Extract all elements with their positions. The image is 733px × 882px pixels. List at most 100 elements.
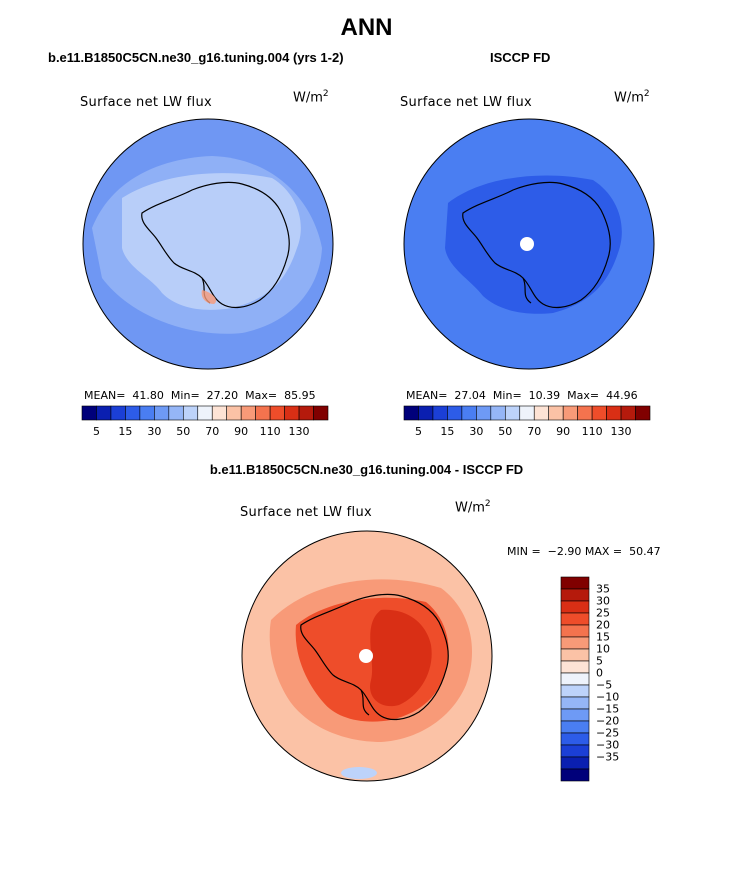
- obs-colorbar-swatch: [533, 405, 550, 421]
- obs-colorbar-swatch: [620, 405, 636, 421]
- diff-colorbar-ticks: 35 30 25 20 15 10 5 0 −5 −10 −15 −20 −25 −30 −35: [596, 577, 636, 781]
- obs-colorbar-swatch: [476, 405, 492, 421]
- obs-colorbar-swatch: [447, 405, 463, 421]
- diff-colorbar-swatch: [560, 744, 590, 758]
- obs-colorbar-swatch: [432, 405, 448, 421]
- model-colorbar-swatch: [284, 405, 300, 421]
- panel-diff-variable: Surface net LW flux: [240, 505, 372, 520]
- model-colorbar-tick-label: 130: [288, 425, 310, 438]
- diff-colorbar-tick-label: 10: [596, 642, 610, 656]
- obs-colorbar-ticks: 5 15 30 50 70 90 110 130: [404, 425, 650, 439]
- diff-colorbar-tick-label: 0: [596, 666, 603, 680]
- model-colorbar-tick-label: 30: [147, 425, 162, 438]
- obs-colorbar-swatch: [504, 405, 521, 421]
- diff-colorbar-swatch: [560, 576, 590, 590]
- diff-colorbar-tick-label: 20: [596, 618, 610, 632]
- diff-colorbar-swatch: [560, 636, 590, 650]
- model-colorbar-swatch: [211, 405, 228, 421]
- model-colorbar-swatch: [125, 405, 141, 421]
- diff-colorbar-tick-label: 15: [596, 630, 610, 644]
- panel-obs-variable: Surface net LW flux: [400, 95, 532, 110]
- diff-colorbar-tick-label: 30: [596, 594, 610, 608]
- model-colorbar-swatch: [298, 405, 314, 421]
- model-colorbar-tick-label: 15: [118, 425, 133, 438]
- obs-colorbar-swatch: [403, 405, 419, 421]
- diff-colorbar-tick-label: −10: [596, 690, 620, 704]
- model-colorbar-swatch: [255, 405, 271, 421]
- diff-colorbar-swatch: [560, 672, 590, 686]
- obs-coastline: [462, 181, 611, 309]
- obs-colorbar-tick-label: 15: [440, 425, 455, 438]
- obs-colorbar-tick-label: 5: [414, 425, 422, 438]
- model-colorbar-swatch: [197, 405, 213, 421]
- obs-colorbar-swatch: [577, 405, 593, 421]
- model-colorbar-swatch: [139, 405, 155, 421]
- diff-colorbar-swatch: [560, 588, 590, 602]
- obs-colorbar-tick-label: 50: [498, 425, 513, 438]
- model-colorbar-swatch: [313, 405, 329, 421]
- model-colorbar-swatch: [81, 405, 97, 421]
- figure-title: ANN: [340, 14, 393, 41]
- diff-colorbar-swatch: [560, 756, 590, 770]
- diff-colorbar-swatch: [560, 600, 590, 614]
- diff-colorbar-tick-label: 35: [596, 582, 610, 596]
- obs-colorbar-tick-label: 90: [556, 425, 571, 438]
- diff-colorbar: [560, 576, 590, 782]
- diff-colorbar-swatch: [560, 612, 590, 626]
- obs-colorbar-swatch: [461, 405, 477, 421]
- model-colorbar-tick-label: 50: [176, 425, 191, 438]
- diff-colorbar-tick-label: 25: [596, 606, 610, 620]
- model-colorbar-swatch: [110, 405, 126, 421]
- diff-colorbar-swatch: [560, 624, 590, 638]
- obs-colorbar-swatch: [635, 405, 651, 421]
- model-colorbar-tick-label: 70: [205, 425, 220, 438]
- obs-colorbar-swatch: [418, 405, 434, 421]
- model-colorbar-tick-label: 5: [92, 425, 100, 438]
- panel-obs-units: W/m2: [614, 89, 650, 106]
- diff-polar-map: [241, 530, 493, 782]
- obs-colorbar-tick-label: 70: [527, 425, 542, 438]
- panel-diff-title: b.e11.B1850C5CN.ne30_g16.tuning.004 - IS…: [209, 462, 524, 477]
- panel-model-stats: MEAN= 41.80 Min= 27.20 Max= 85.95: [84, 389, 316, 402]
- model-colorbar-swatch: [182, 405, 199, 421]
- panel-obs-stats: MEAN= 27.04 Min= 10.39 Max= 44.96: [406, 389, 638, 402]
- diff-colorbar-tick-label: −35: [596, 750, 620, 764]
- model-colorbar-ticks: 5 15 30 50 70 90 110 130: [82, 425, 328, 439]
- obs-colorbar-swatch: [519, 405, 535, 421]
- diff-colorbar-swatch: [560, 768, 590, 782]
- diff-colorbar-tick-label: −20: [596, 714, 620, 728]
- diff-colorbar-tick-label: 5: [596, 654, 603, 668]
- model-colorbar-swatch: [96, 405, 112, 421]
- model-colorbar-swatch: [269, 405, 285, 421]
- diff-colorbar-swatch: [560, 660, 590, 674]
- diff-colorbar-tick-label: −25: [596, 726, 620, 740]
- diff-colorbar-tick-label: −5: [596, 678, 613, 692]
- diff-pole-hole: [359, 649, 373, 663]
- panel-model-title: b.e11.B1850C5CN.ne30_g16.tuning.004 (yrs…: [48, 50, 344, 65]
- panel-diff-units: W/m2: [455, 499, 491, 516]
- panel-obs-title: ISCCP FD: [490, 50, 551, 65]
- diff-colorbar-swatch: [560, 684, 590, 698]
- model-colorbar: [81, 405, 329, 421]
- obs-colorbar-tick-label: 30: [469, 425, 484, 438]
- model-colorbar-swatch: [240, 405, 256, 421]
- model-colorbar-swatch: [168, 405, 184, 421]
- model-polar-map: [82, 118, 334, 370]
- diff-colorbar-swatch: [560, 696, 590, 710]
- diff-colorbar-swatch: [560, 648, 590, 662]
- panel-diff-stats: MIN = −2.90 MAX = 50.47: [507, 545, 661, 558]
- diff-colorbar-swatch: [560, 720, 590, 734]
- diff-colorbar-swatch: [560, 732, 590, 746]
- model-colorbar-tick-label: 110: [259, 425, 281, 438]
- panel-model-variable: Surface net LW flux: [80, 95, 212, 110]
- model-colorbar-swatch: [226, 405, 242, 421]
- diff-coastline: [300, 593, 449, 721]
- diff-colorbar-tick-label: −15: [596, 702, 620, 716]
- obs-colorbar-swatch: [591, 405, 607, 421]
- obs-colorbar-tick-label: 110: [581, 425, 603, 438]
- obs-colorbar-swatch: [562, 405, 578, 421]
- obs-colorbar: [403, 405, 651, 421]
- obs-polar-map: [403, 118, 655, 370]
- obs-colorbar-swatch: [490, 405, 506, 421]
- model-colorbar-tick-label: 90: [234, 425, 249, 438]
